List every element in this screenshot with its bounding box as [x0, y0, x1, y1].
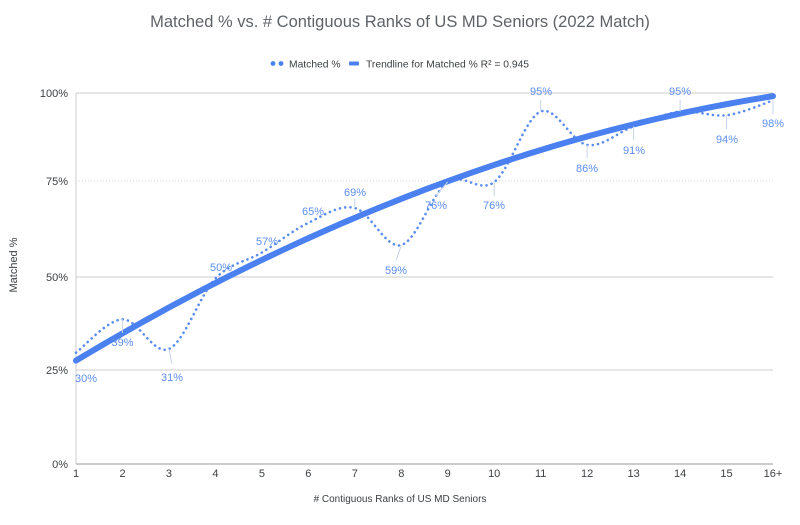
svg-text:13: 13 — [627, 468, 639, 480]
svg-text:10: 10 — [488, 468, 500, 480]
svg-text:7: 7 — [352, 468, 358, 480]
svg-text:59%: 59% — [385, 265, 407, 277]
svg-text:50%: 50% — [46, 272, 68, 284]
svg-text:Trendline for Matched % R² = 0: Trendline for Matched % R² = 0.945 — [366, 60, 529, 71]
svg-text:0%: 0% — [52, 459, 68, 471]
svg-text:25%: 25% — [46, 365, 68, 377]
svg-text:50%: 50% — [210, 262, 232, 274]
svg-text:95%: 95% — [669, 86, 691, 98]
svg-text:3: 3 — [166, 468, 172, 480]
svg-text:31%: 31% — [161, 372, 183, 384]
svg-text:11: 11 — [535, 468, 546, 480]
svg-text:91%: 91% — [623, 145, 645, 157]
svg-text:15: 15 — [720, 468, 732, 480]
svg-text:100%: 100% — [40, 88, 68, 100]
svg-text:8: 8 — [398, 468, 404, 480]
svg-text:Matched %: Matched % — [289, 60, 341, 71]
svg-text:75%: 75% — [46, 176, 68, 188]
svg-text:6: 6 — [305, 468, 311, 480]
svg-text:76%: 76% — [483, 200, 505, 212]
svg-text:1: 1 — [73, 468, 79, 480]
svg-text:39%: 39% — [111, 337, 133, 349]
svg-text:86%: 86% — [576, 163, 598, 175]
svg-text:12: 12 — [581, 468, 593, 480]
svg-text:30%: 30% — [75, 373, 97, 385]
svg-text:5: 5 — [259, 468, 265, 480]
svg-text:9: 9 — [445, 468, 451, 480]
svg-text:14: 14 — [674, 468, 686, 480]
svg-text:98%: 98% — [762, 118, 784, 130]
svg-text:76%: 76% — [425, 200, 447, 212]
svg-text:94%: 94% — [716, 134, 738, 146]
svg-text:65%: 65% — [302, 206, 324, 218]
svg-text:2: 2 — [119, 468, 125, 480]
svg-text:95%: 95% — [530, 86, 552, 98]
svg-text:57%: 57% — [256, 236, 278, 248]
svg-text:69%: 69% — [344, 187, 366, 199]
svg-text:16+: 16+ — [764, 468, 783, 480]
svg-text:4: 4 — [212, 468, 218, 480]
